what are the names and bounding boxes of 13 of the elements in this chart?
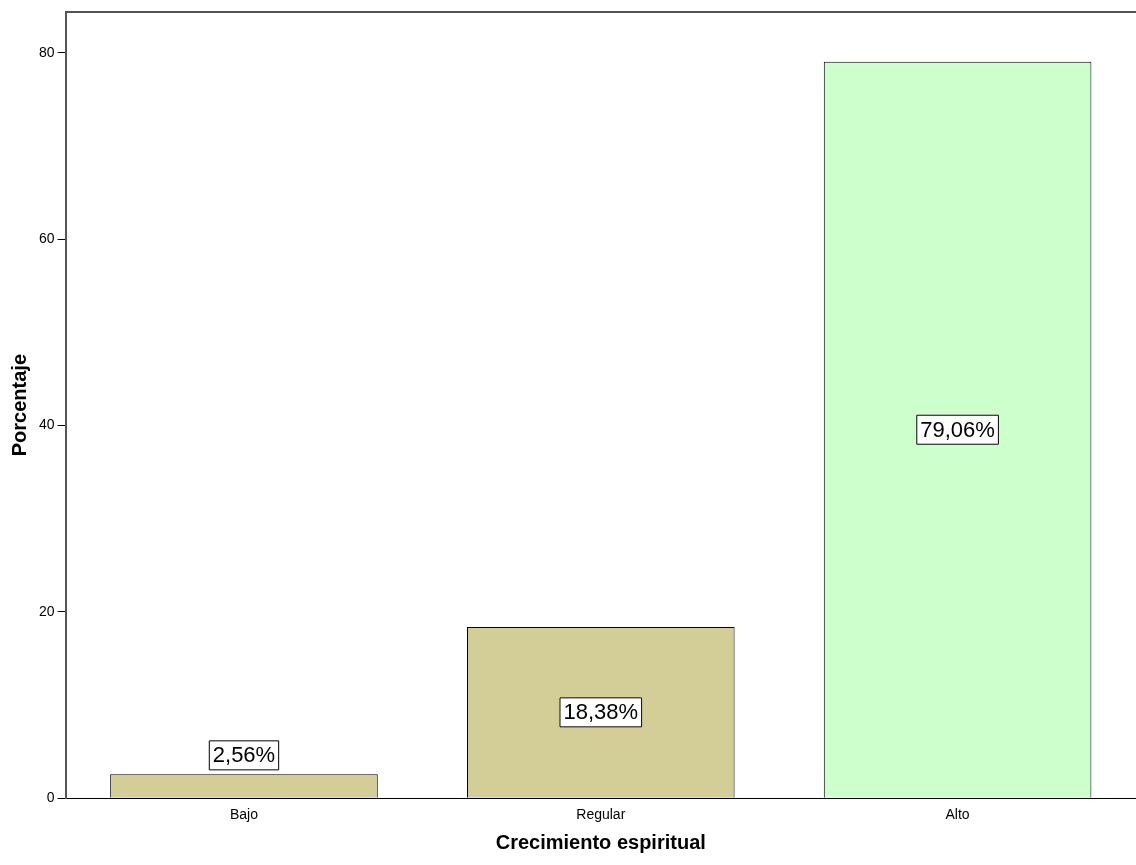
x-tick-label: Regular (576, 806, 626, 823)
y-tick-label: 0 (46, 789, 55, 806)
data-label: 79,06% (920, 416, 995, 442)
x-axis-title: Crecimiento espiritual (495, 830, 706, 853)
data-label: 2,56% (212, 742, 276, 768)
y-tick-label: 80 (38, 43, 55, 60)
data-label: 18,38% (563, 699, 639, 725)
y-tick-label: 60 (38, 230, 55, 247)
x-tick-label: Bajo (229, 806, 259, 823)
y-axis-title: Porcentaje (7, 353, 30, 457)
x-tick-label: Alto (945, 806, 970, 823)
y-tick-label: 20 (38, 602, 55, 619)
y-tick-label: 40 (38, 416, 55, 433)
